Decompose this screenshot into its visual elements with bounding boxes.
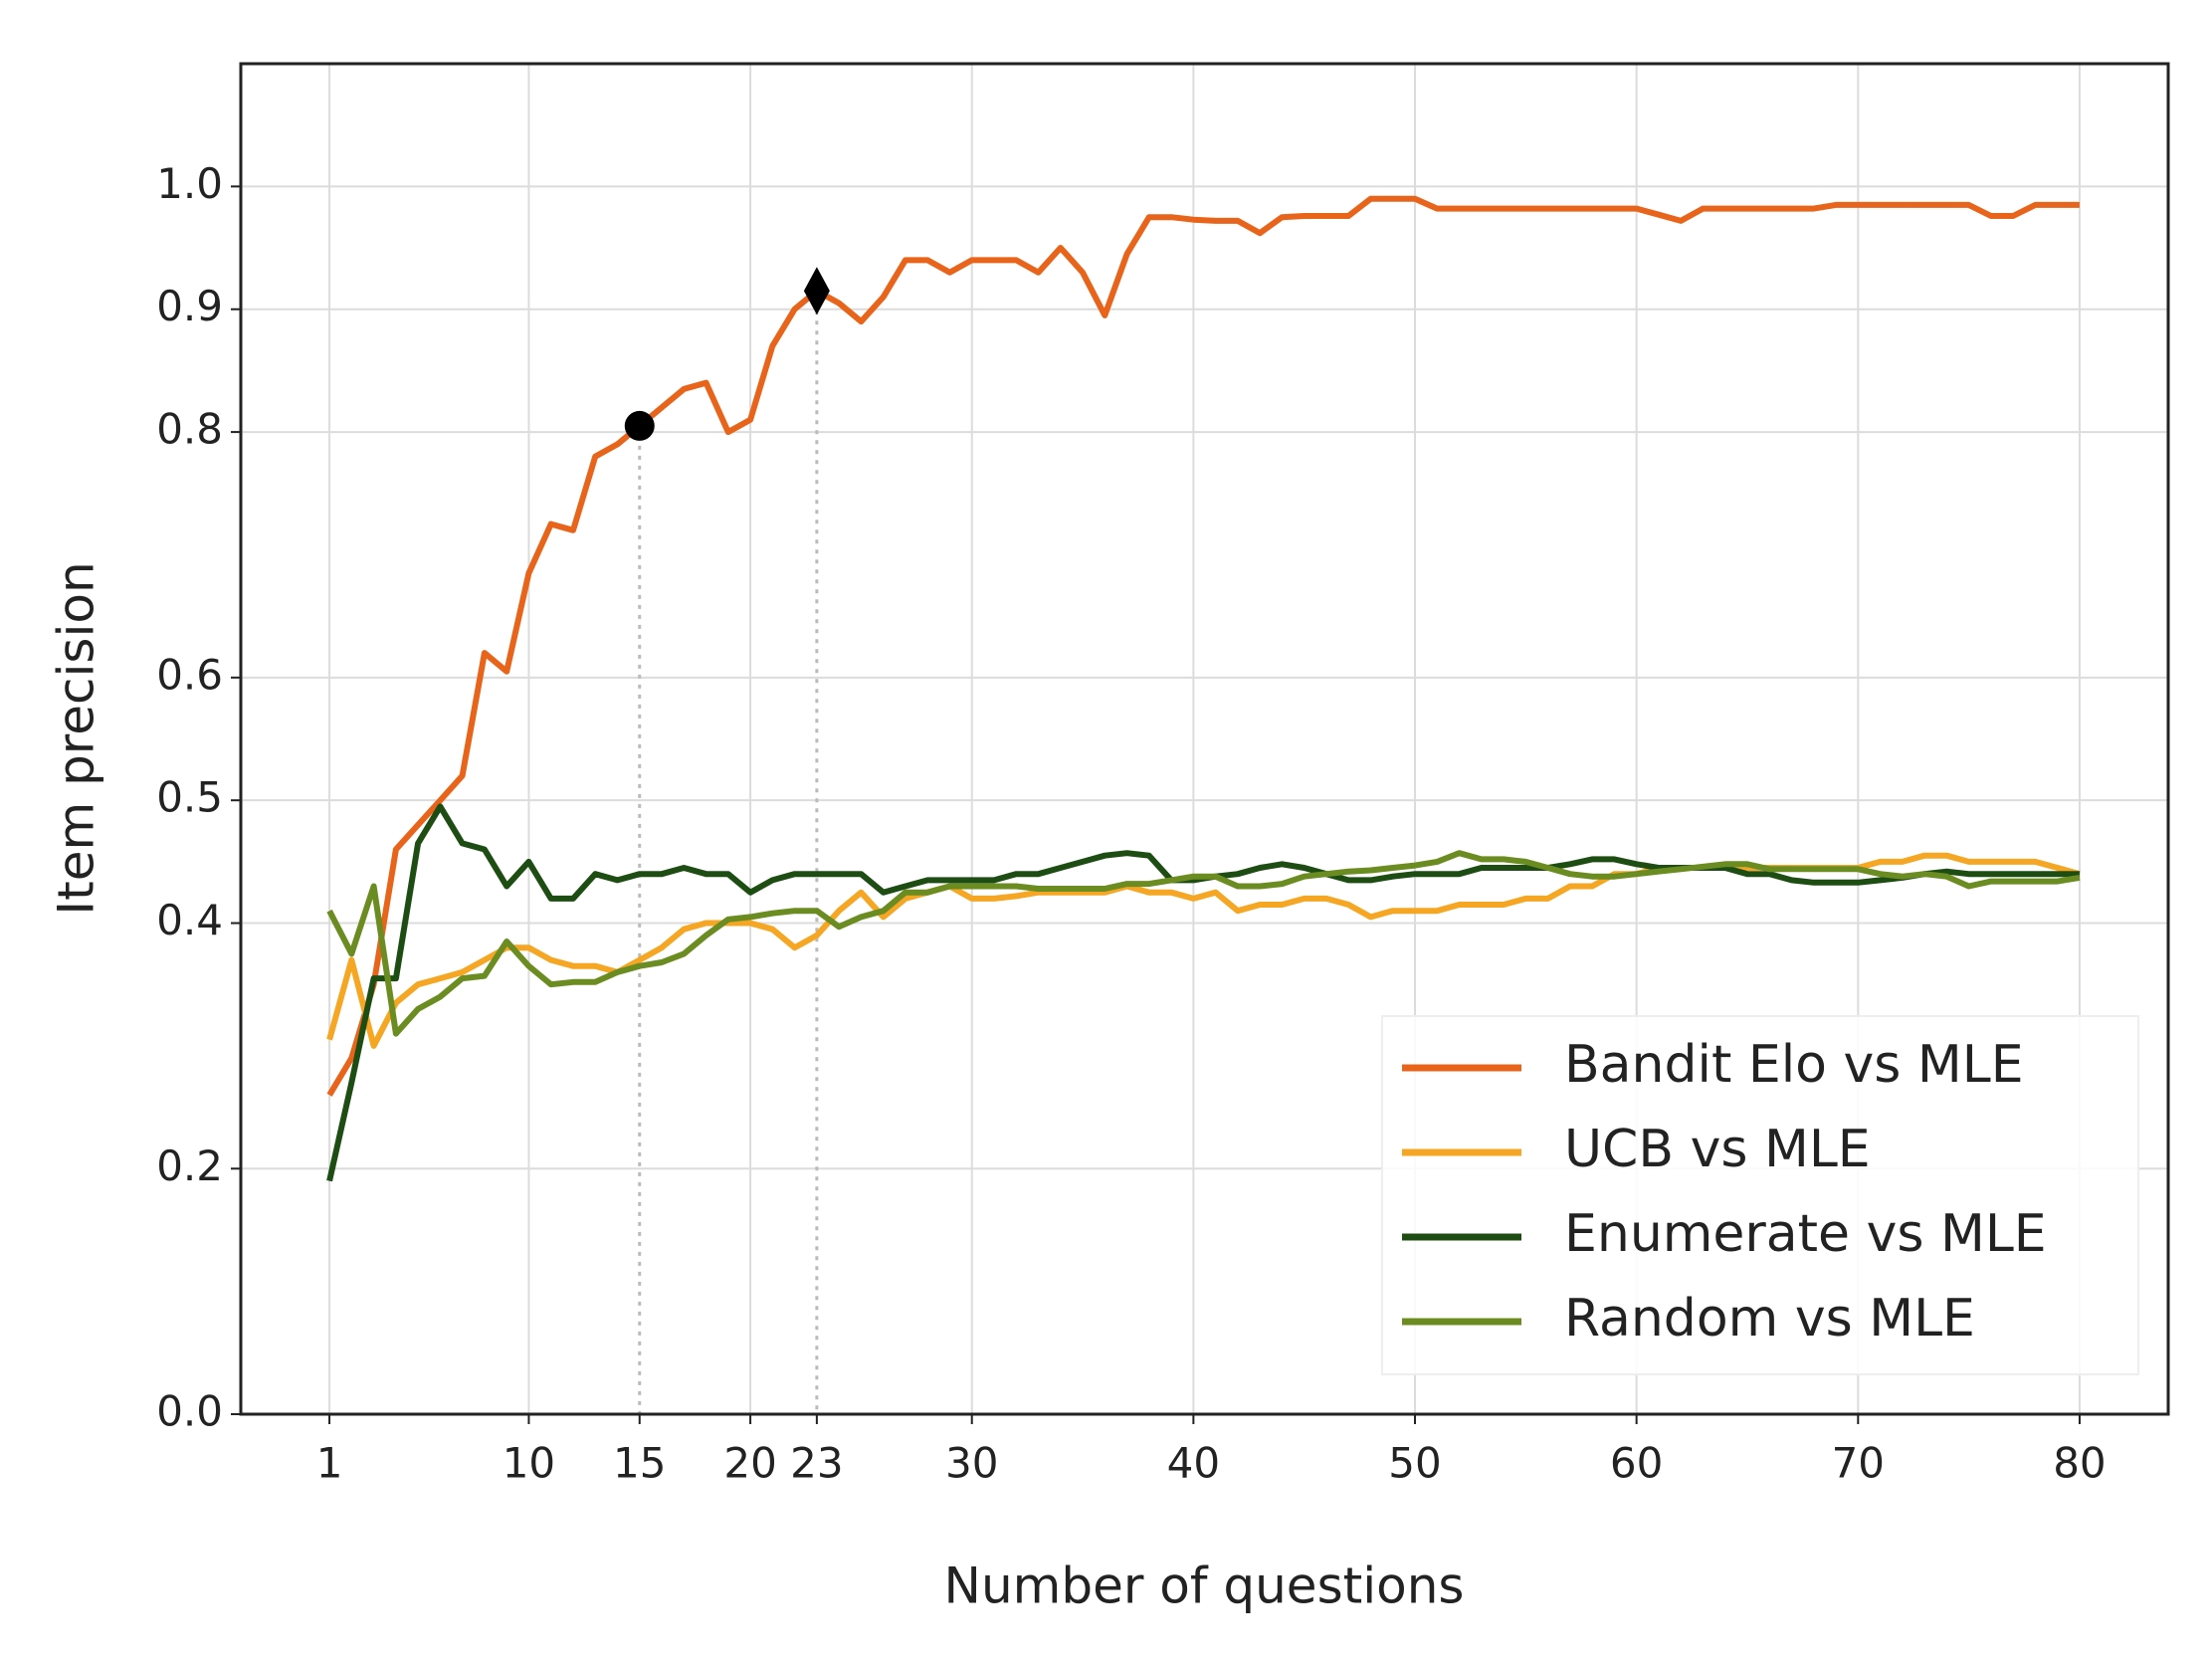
x-tick-label: 30 bbox=[945, 1439, 998, 1488]
legend-box bbox=[1381, 1015, 2139, 1375]
x-tick-label: 1 bbox=[316, 1439, 343, 1488]
x-tick-label: 80 bbox=[2053, 1439, 2106, 1488]
y-tick-label: 0.9 bbox=[156, 282, 223, 330]
x-tick-label: 70 bbox=[1832, 1439, 1885, 1488]
legend-label: UCB vs MLE bbox=[1564, 1120, 1871, 1179]
y-axis-label: Item precision bbox=[48, 561, 105, 915]
series-line bbox=[326, 195, 2080, 1097]
x-tick-label: 40 bbox=[1167, 1439, 1220, 1488]
legend: Bandit Elo vs MLE UCB vs MLE Enumerate vs … bbox=[1381, 1015, 2139, 1375]
legend-label: Bandit Elo vs MLE bbox=[1564, 1035, 2024, 1095]
x-tick-label: 60 bbox=[1610, 1439, 1663, 1488]
x-tick-label: 10 bbox=[503, 1439, 555, 1488]
x-tick-label: 23 bbox=[790, 1439, 843, 1488]
y-tick-label: 1.0 bbox=[156, 159, 223, 208]
plot-frame bbox=[239, 62, 2170, 1416]
legend-label: Random vs MLE bbox=[1564, 1289, 1975, 1349]
y-tick-label: 0.0 bbox=[156, 1387, 223, 1436]
x-tick-label: 50 bbox=[1388, 1439, 1441, 1488]
y-tick-label: 0.2 bbox=[156, 1141, 223, 1190]
x-tick-label: 15 bbox=[613, 1439, 666, 1488]
annotation-marker bbox=[624, 410, 655, 441]
y-tick-label: 0.4 bbox=[156, 896, 223, 944]
series-line bbox=[326, 850, 2081, 1037]
y-tick-label: 0.5 bbox=[156, 773, 223, 822]
x-tick-label: 20 bbox=[723, 1439, 776, 1488]
y-tick-label: 0.8 bbox=[156, 405, 223, 454]
y-tick-label: 0.6 bbox=[156, 650, 223, 699]
legend-label: Enumerate vs MLE bbox=[1564, 1204, 2047, 1264]
annotation-marker bbox=[803, 267, 830, 315]
x-axis-label: Number of questions bbox=[944, 1557, 1465, 1615]
